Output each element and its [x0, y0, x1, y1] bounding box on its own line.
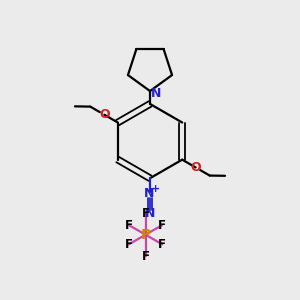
Text: O: O	[99, 108, 110, 121]
Text: N: N	[144, 187, 154, 200]
Text: N: N	[151, 87, 161, 100]
Text: +: +	[151, 184, 160, 194]
Text: P: P	[140, 228, 151, 242]
Text: F: F	[142, 207, 149, 220]
Text: F: F	[125, 219, 133, 232]
Text: F: F	[158, 219, 166, 232]
Text: F: F	[125, 238, 133, 251]
Text: O: O	[190, 161, 201, 174]
Text: F: F	[142, 250, 149, 262]
Text: F: F	[158, 238, 166, 251]
Text: N: N	[145, 206, 155, 220]
